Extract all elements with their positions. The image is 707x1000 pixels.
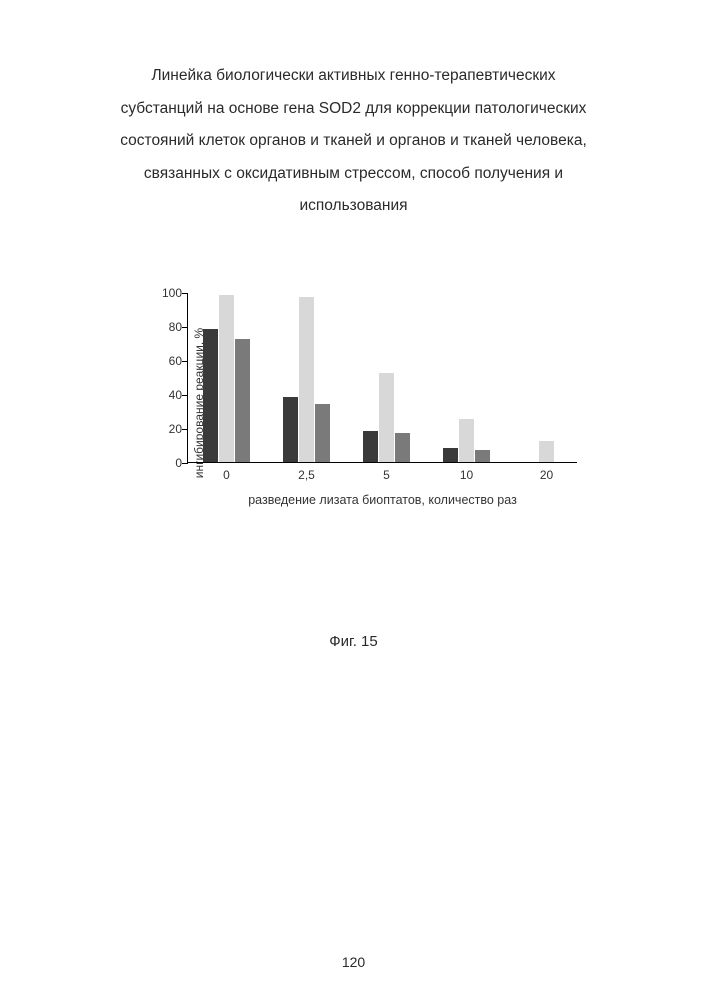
x-tick-label: 5 xyxy=(383,468,390,482)
bar-series3 xyxy=(235,339,250,461)
bar-series3 xyxy=(475,450,490,462)
page-number: 120 xyxy=(342,954,365,970)
bar-series2 xyxy=(539,441,554,461)
y-tick xyxy=(182,463,188,464)
bar-series2 xyxy=(299,297,314,462)
y-tick-label: 40 xyxy=(158,388,182,402)
title-line: связанных с оксидативным стрессом, спосо… xyxy=(74,158,633,191)
bar-group xyxy=(443,419,490,462)
y-tick-label: 0 xyxy=(158,456,182,470)
bar-series1 xyxy=(443,448,458,462)
y-tick-label: 80 xyxy=(158,320,182,334)
bar-series1 xyxy=(283,397,298,462)
y-tick xyxy=(182,327,188,328)
bar-series1 xyxy=(203,329,218,462)
x-axis-label: разведение лизата биоптатов, количество … xyxy=(248,493,517,507)
y-tick-label: 60 xyxy=(158,354,182,368)
y-tick xyxy=(182,293,188,294)
x-tick-label: 0 xyxy=(223,468,230,482)
figure-caption: Фиг. 15 xyxy=(70,633,637,650)
y-tick xyxy=(182,361,188,362)
y-tick xyxy=(182,429,188,430)
bar-series3 xyxy=(395,433,410,462)
bar-series2 xyxy=(459,419,474,462)
title-line: использования xyxy=(74,190,633,223)
bar-series2 xyxy=(379,373,394,461)
y-tick-label: 20 xyxy=(158,422,182,436)
bar-group xyxy=(283,297,330,462)
bar-group xyxy=(523,441,570,461)
title-line: Линейка биологически активных генно-тера… xyxy=(74,60,633,93)
y-tick xyxy=(182,395,188,396)
plot-area: разведение лизата биоптатов, количество … xyxy=(187,293,577,463)
x-tick-label: 20 xyxy=(540,468,553,482)
title-line: субстанций на основе гена SOD2 для корре… xyxy=(74,93,633,126)
bar-group xyxy=(363,373,410,461)
title-line: состояний клеток органов и тканей и орга… xyxy=(74,125,633,158)
y-tick-label: 100 xyxy=(158,286,182,300)
bar-series3 xyxy=(315,404,330,462)
bar-chart: ингибирование реакции, % разведение лиза… xyxy=(155,293,595,513)
x-tick-label: 10 xyxy=(460,468,473,482)
bar-series2 xyxy=(219,295,234,462)
document-title: Линейка биологически активных генно-тера… xyxy=(70,60,637,223)
x-tick-label: 2,5 xyxy=(298,468,315,482)
bar-group xyxy=(203,295,250,462)
bar-series1 xyxy=(363,431,378,462)
